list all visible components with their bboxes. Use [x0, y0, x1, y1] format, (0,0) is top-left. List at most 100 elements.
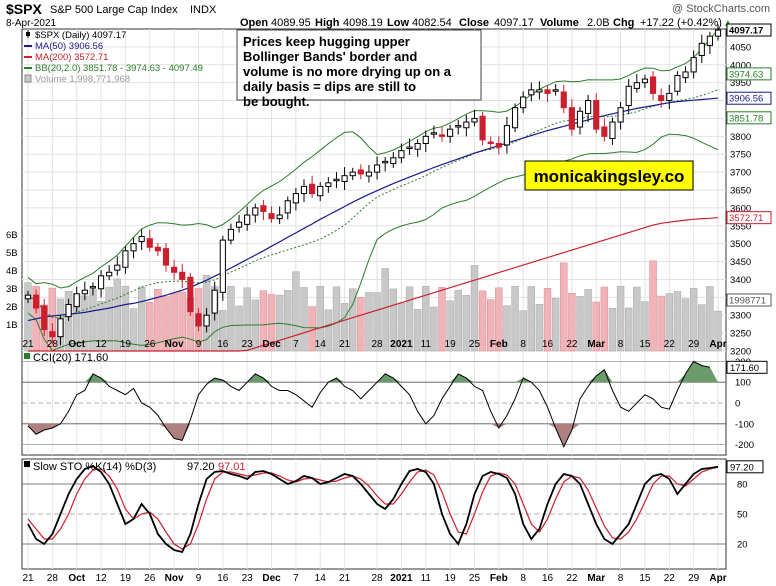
high-label: High — [315, 17, 340, 29]
price-tag-box — [726, 293, 772, 307]
candle-body — [349, 171, 356, 177]
volume-bar — [592, 301, 600, 352]
cci-value-tag: 171.60 — [726, 360, 768, 374]
price-axis-tick: 3400 — [730, 275, 751, 286]
x-axis-tick-top: 8 — [520, 339, 526, 350]
volume-bar — [454, 289, 462, 352]
candle-body — [227, 228, 235, 241]
candle-body — [211, 289, 218, 314]
candle-body — [171, 266, 178, 273]
volume-bar — [543, 288, 552, 352]
x-axis-tick-bottom: 22 — [664, 573, 676, 584]
volume-bar — [551, 298, 560, 352]
price-axis-tick: 3600 — [730, 203, 751, 214]
annotation-line: Bollinger Bands' border and — [243, 49, 417, 64]
cci-value-tag-text: 171.60 — [730, 363, 759, 374]
candle-body — [154, 246, 161, 252]
candle-body — [33, 294, 40, 309]
volume-bar — [600, 286, 609, 352]
x-axis-tick-top: Mar — [587, 339, 605, 350]
x-axis-tick-bottom: Feb — [490, 573, 508, 584]
annotation-text: Prices keep hugging upper Bollinger Bands… — [243, 34, 452, 109]
volume-bar — [413, 309, 422, 352]
x-axis-tick-top: 22 — [664, 339, 676, 350]
cci-overbought-fill — [28, 361, 718, 383]
x-axis-tick-top: 28 — [47, 339, 59, 350]
volume-bar — [714, 310, 722, 352]
candle-body — [41, 305, 48, 331]
candle-body — [455, 125, 462, 128]
ma50-line — [27, 97, 719, 322]
legend-item: MA(50) 3906.56 — [24, 41, 103, 52]
x-axis-tick-bottom: 28 — [47, 573, 59, 584]
price-tag-text: 4097.17 — [729, 26, 763, 37]
legend-swatch — [26, 32, 30, 36]
candle-body — [122, 250, 129, 268]
price-axis-tick: 3500 — [730, 239, 751, 250]
x-axis-tick-bottom: 14 — [315, 573, 327, 584]
price-tag: 3906.56 — [726, 91, 772, 105]
volume-bar — [430, 306, 438, 352]
annotation-line: daily basis = dips are still to — [243, 79, 416, 94]
volume-bar — [503, 305, 511, 352]
volume-axis-tick: 3B — [6, 284, 18, 295]
exchange: INDX — [190, 4, 217, 16]
x-axis-tick-top: 15 — [639, 339, 651, 350]
candle-body — [447, 128, 454, 137]
x-axis-tick-top: 11 — [421, 339, 432, 350]
volume-bar — [495, 287, 503, 352]
candle-body — [560, 91, 567, 109]
price-axis-tick: 3750 — [730, 150, 751, 161]
volume-bar — [365, 292, 373, 352]
volume-bar — [389, 288, 397, 352]
candle-body — [674, 75, 681, 92]
volume-bar — [681, 298, 690, 352]
candle-body — [585, 100, 592, 114]
sto-value-tag-text: 97.20 — [730, 462, 754, 473]
brand-box: monicakingsley.co — [524, 160, 694, 191]
x-axis-tick-top: 8 — [618, 339, 624, 350]
volume-bar — [405, 286, 414, 352]
price-tag: 3572.71 — [726, 211, 772, 225]
volume-bar — [470, 265, 479, 352]
x-axis-tick-top: Apr — [709, 339, 726, 350]
legend-item: BB(20,2.0) 3851.78 - 3974.63 - 4097.49 — [24, 63, 203, 74]
price-axis-tick: 3650 — [730, 186, 751, 197]
sto-axis-tick: 80 — [737, 480, 748, 491]
candle-body — [252, 207, 259, 216]
candle-body — [341, 175, 348, 182]
chg-label: Chg — [613, 17, 634, 29]
cci-label: CCI(20) 171.60 — [24, 352, 108, 364]
candle-body — [568, 107, 575, 130]
candle-body — [414, 142, 421, 150]
bb-upper-line — [27, 29, 719, 289]
price-tag-box — [726, 111, 772, 125]
candle-body — [300, 185, 308, 195]
price-tag: 4097.17 — [726, 23, 772, 37]
candle-body — [690, 57, 697, 73]
volume-bar — [625, 307, 633, 352]
candle-body — [187, 276, 194, 313]
x-axis-tick-bottom: 28 — [371, 573, 383, 584]
x-axis-tick-bottom: 12 — [95, 573, 107, 584]
volume-bar — [535, 304, 544, 352]
cci-axis-tick: 0 — [735, 399, 740, 410]
candle-body — [649, 76, 657, 94]
annotation-box: Prices keep hugging upper Bollinger Bands… — [236, 29, 482, 109]
candle-body — [633, 82, 640, 89]
x-axis-tick-top: 9 — [196, 339, 202, 350]
legend-text: BB(20,2.0) 3851.78 - 3974.63 - 4097.49 — [35, 63, 203, 74]
volume-bar — [478, 290, 487, 352]
x-axis-tick-top: 19 — [445, 339, 457, 350]
volume-value: 2.0B — [587, 17, 610, 29]
cci-line — [27, 360, 711, 448]
sto-d-line — [27, 466, 719, 550]
volume-bar — [105, 286, 113, 352]
x-axis-tick-top: 22 — [566, 339, 578, 350]
cci-label-text: CCI(20) 171.60 — [33, 352, 108, 364]
candle-body — [617, 107, 624, 123]
candle-body — [382, 160, 389, 164]
legend-item: MA(200) 3572.71 — [24, 52, 108, 63]
price-axis-tick: 3700 — [730, 168, 751, 179]
